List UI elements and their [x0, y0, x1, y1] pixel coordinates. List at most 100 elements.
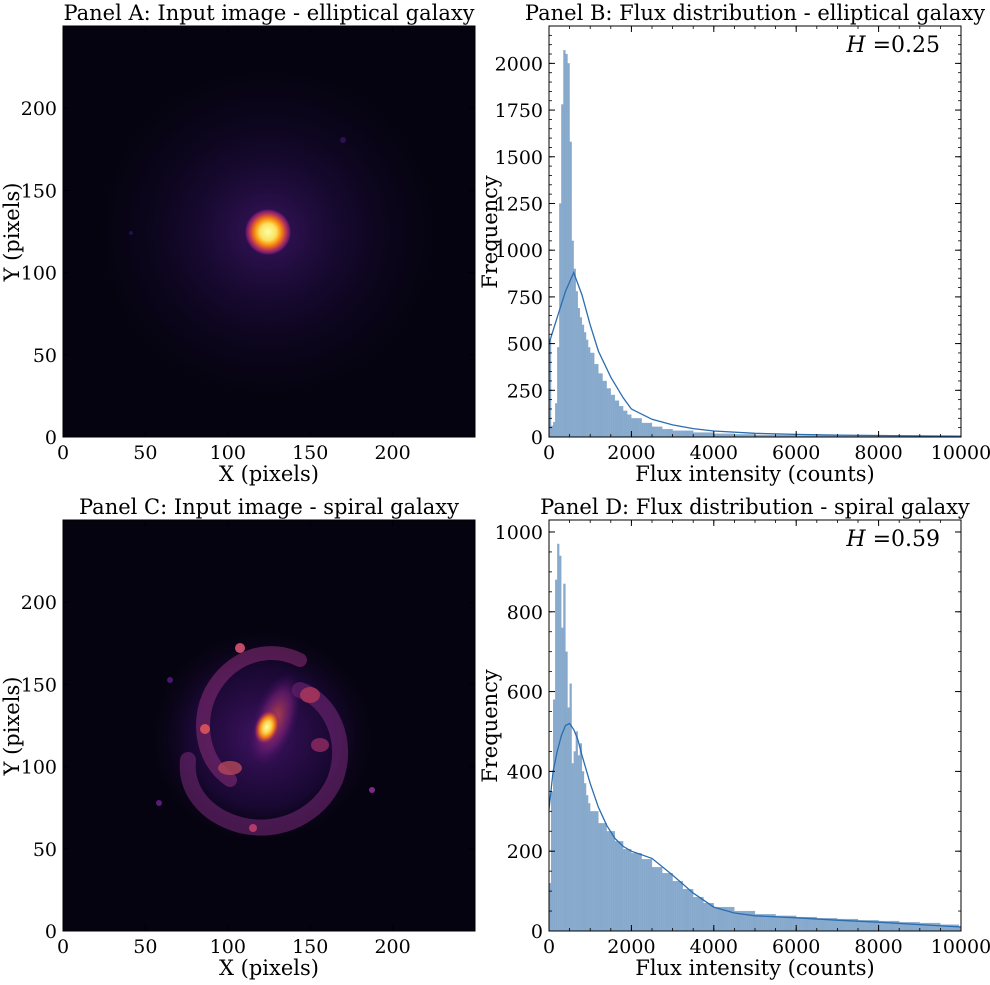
panel-b-histogram-bar: [643, 422, 646, 437]
panel-c-hii-knot: [249, 824, 257, 832]
panel-d-histogram-bar: [649, 859, 653, 931]
panel-a-title: Panel A: Input image - elliptical galaxy: [63, 1, 474, 25]
panel-c-hii-knot: [235, 643, 245, 653]
panel-d-histogram-bar: [783, 915, 787, 931]
panel-b-y-ticks: 0 250 500 750 1000 1250 1500 1750 2000: [495, 25, 961, 449]
panel-d-histogram-bar: [616, 841, 620, 931]
y-tick-label: 1500: [495, 147, 543, 169]
x-tick-label: 4000: [690, 442, 738, 464]
x-tick-label: 50: [133, 936, 157, 958]
panel-d-histogram-bar: [934, 922, 937, 931]
panel-b-histogram-bar: [596, 364, 599, 437]
panel-c-xlabel: X (pixels): [219, 956, 319, 980]
panel-d-histogram-bar: [575, 731, 578, 931]
panel-b-histogram-bar: [612, 394, 616, 437]
panel-d-histogram-bar: [641, 859, 644, 931]
panel-d-histogram-bar: [565, 651, 568, 931]
panel-d-histogram-bar: [954, 924, 957, 931]
panel-b-histogram-bar: [686, 430, 690, 437]
panel-b-histogram-bar: [697, 432, 700, 437]
panel-d-histogram-bar: [822, 918, 826, 931]
y-tick-label: 100: [21, 757, 57, 779]
panel-d-histogram-bar: [668, 873, 671, 931]
panel-d-histogram-bar: [800, 916, 803, 931]
panel-b-histogram-bar: [559, 203, 562, 437]
panel-a-frame: [62, 25, 476, 438]
panel-d-histogram-bar: [802, 916, 805, 931]
panel-d-histogram-bar: [672, 881, 675, 931]
x-tick-label: 0: [57, 442, 69, 464]
panel-b-histogram-bar: [719, 433, 723, 437]
panel-d-histogram-bar: [804, 916, 807, 931]
panel-d-histogram-bar: [699, 896, 702, 931]
x-tick-label: 2000: [607, 442, 655, 464]
panel-d-histogram-bar: [682, 889, 686, 931]
panel-b-histogram-bar: [645, 422, 648, 437]
panel-d-ylabel: Frequency: [478, 669, 502, 783]
panel-d-histogram-bar: [625, 849, 628, 931]
panel-c-x-ticks: 0 50 100 150 200: [57, 520, 411, 958]
panel-c-hii-knot: [167, 677, 173, 683]
panel-d-histogram-bar: [600, 823, 603, 931]
panel-b-kde-line: [549, 270, 961, 437]
panel-d-histogram-bar: [730, 906, 733, 931]
panel-d-histogram-bar: [798, 916, 801, 931]
panel-d-histogram-bar: [707, 902, 710, 931]
panel-d-histogram-bar: [948, 924, 951, 931]
panel-d-histogram-bar: [614, 841, 618, 931]
panel-b-histogram-bar: [678, 430, 681, 437]
panel-c-galaxy-core: [254, 709, 280, 745]
panel-c-hii-knot: [200, 724, 210, 734]
x-tick-label: 10000: [931, 936, 990, 958]
panel-b-histogram-bar: [709, 432, 712, 437]
panel-d-histogram-bar: [577, 755, 581, 931]
panel-d-histogram-bar: [746, 910, 749, 931]
panel-d-histogram-bar: [561, 627, 564, 931]
panel-c-frame: [62, 519, 476, 932]
panel-b-histogram-bar: [590, 352, 593, 437]
panel-d-histogram-bar: [633, 853, 636, 931]
y-tick-label: 200: [21, 98, 57, 120]
panel-d-histogram-bar: [608, 831, 611, 931]
panel-d-histogram-bar: [674, 881, 677, 931]
panel-d-histogram-bar: [581, 771, 585, 931]
x-tick-label: 50: [133, 442, 157, 464]
panel-d-histogram-bar: [781, 915, 784, 931]
panel-a-faint-source: [129, 231, 133, 235]
panel-d-histogram-bar: [550, 791, 554, 931]
panel-b-histogram-bar: [608, 388, 611, 437]
panel-c-image: [63, 520, 475, 931]
panel-c: Panel C: Input image - spiral galaxy 0 50…: [0, 495, 476, 980]
panel-d-histogram-bar: [721, 906, 725, 931]
panel-b-histogram-bar: [594, 364, 597, 437]
x-tick-label: 0: [57, 936, 69, 958]
panel-d-histogram-bar: [705, 902, 708, 931]
y-tick-label: 200: [507, 841, 543, 863]
panel-d-histogram-bar: [563, 583, 566, 931]
panel-d-histogram-bar: [678, 881, 681, 931]
panel-d-histogram-bar: [779, 915, 782, 931]
panel-d-histogram-bar: [557, 543, 560, 931]
panel-b-histogram-bar: [604, 380, 607, 437]
y-tick-label: 1250: [495, 193, 543, 215]
panel-d-histogram-bar: [785, 915, 789, 931]
panel-a-y-ticks: 0 50 100 150 200: [21, 98, 475, 449]
panel-b-histogram-bar: [715, 433, 719, 437]
panel-c-spiral-arm: [196, 646, 307, 787]
x-tick-label: 4000: [690, 936, 738, 958]
x-tick-label: 10000: [931, 442, 990, 464]
panel-d-histogram-bar: [620, 841, 624, 931]
panel-d-histogram-bar: [697, 896, 700, 931]
panel-b-histogram-bar: [573, 268, 576, 437]
panel-d-histogram-bar: [759, 914, 762, 931]
panel-b-histogram-bar: [676, 430, 679, 437]
panel-b-histogram-bar: [684, 430, 688, 437]
panel-d-histogram-bar: [618, 841, 622, 931]
panel-b-histogram-bar: [666, 429, 669, 437]
panel-b-histogram-bar: [717, 433, 721, 437]
panel-b-title: Panel B: Flux distribution - elliptical …: [525, 1, 985, 25]
panel-d-histogram-bar: [627, 849, 630, 931]
panel-d-histogram-bar: [684, 889, 688, 931]
y-tick-label: 0: [45, 427, 57, 449]
